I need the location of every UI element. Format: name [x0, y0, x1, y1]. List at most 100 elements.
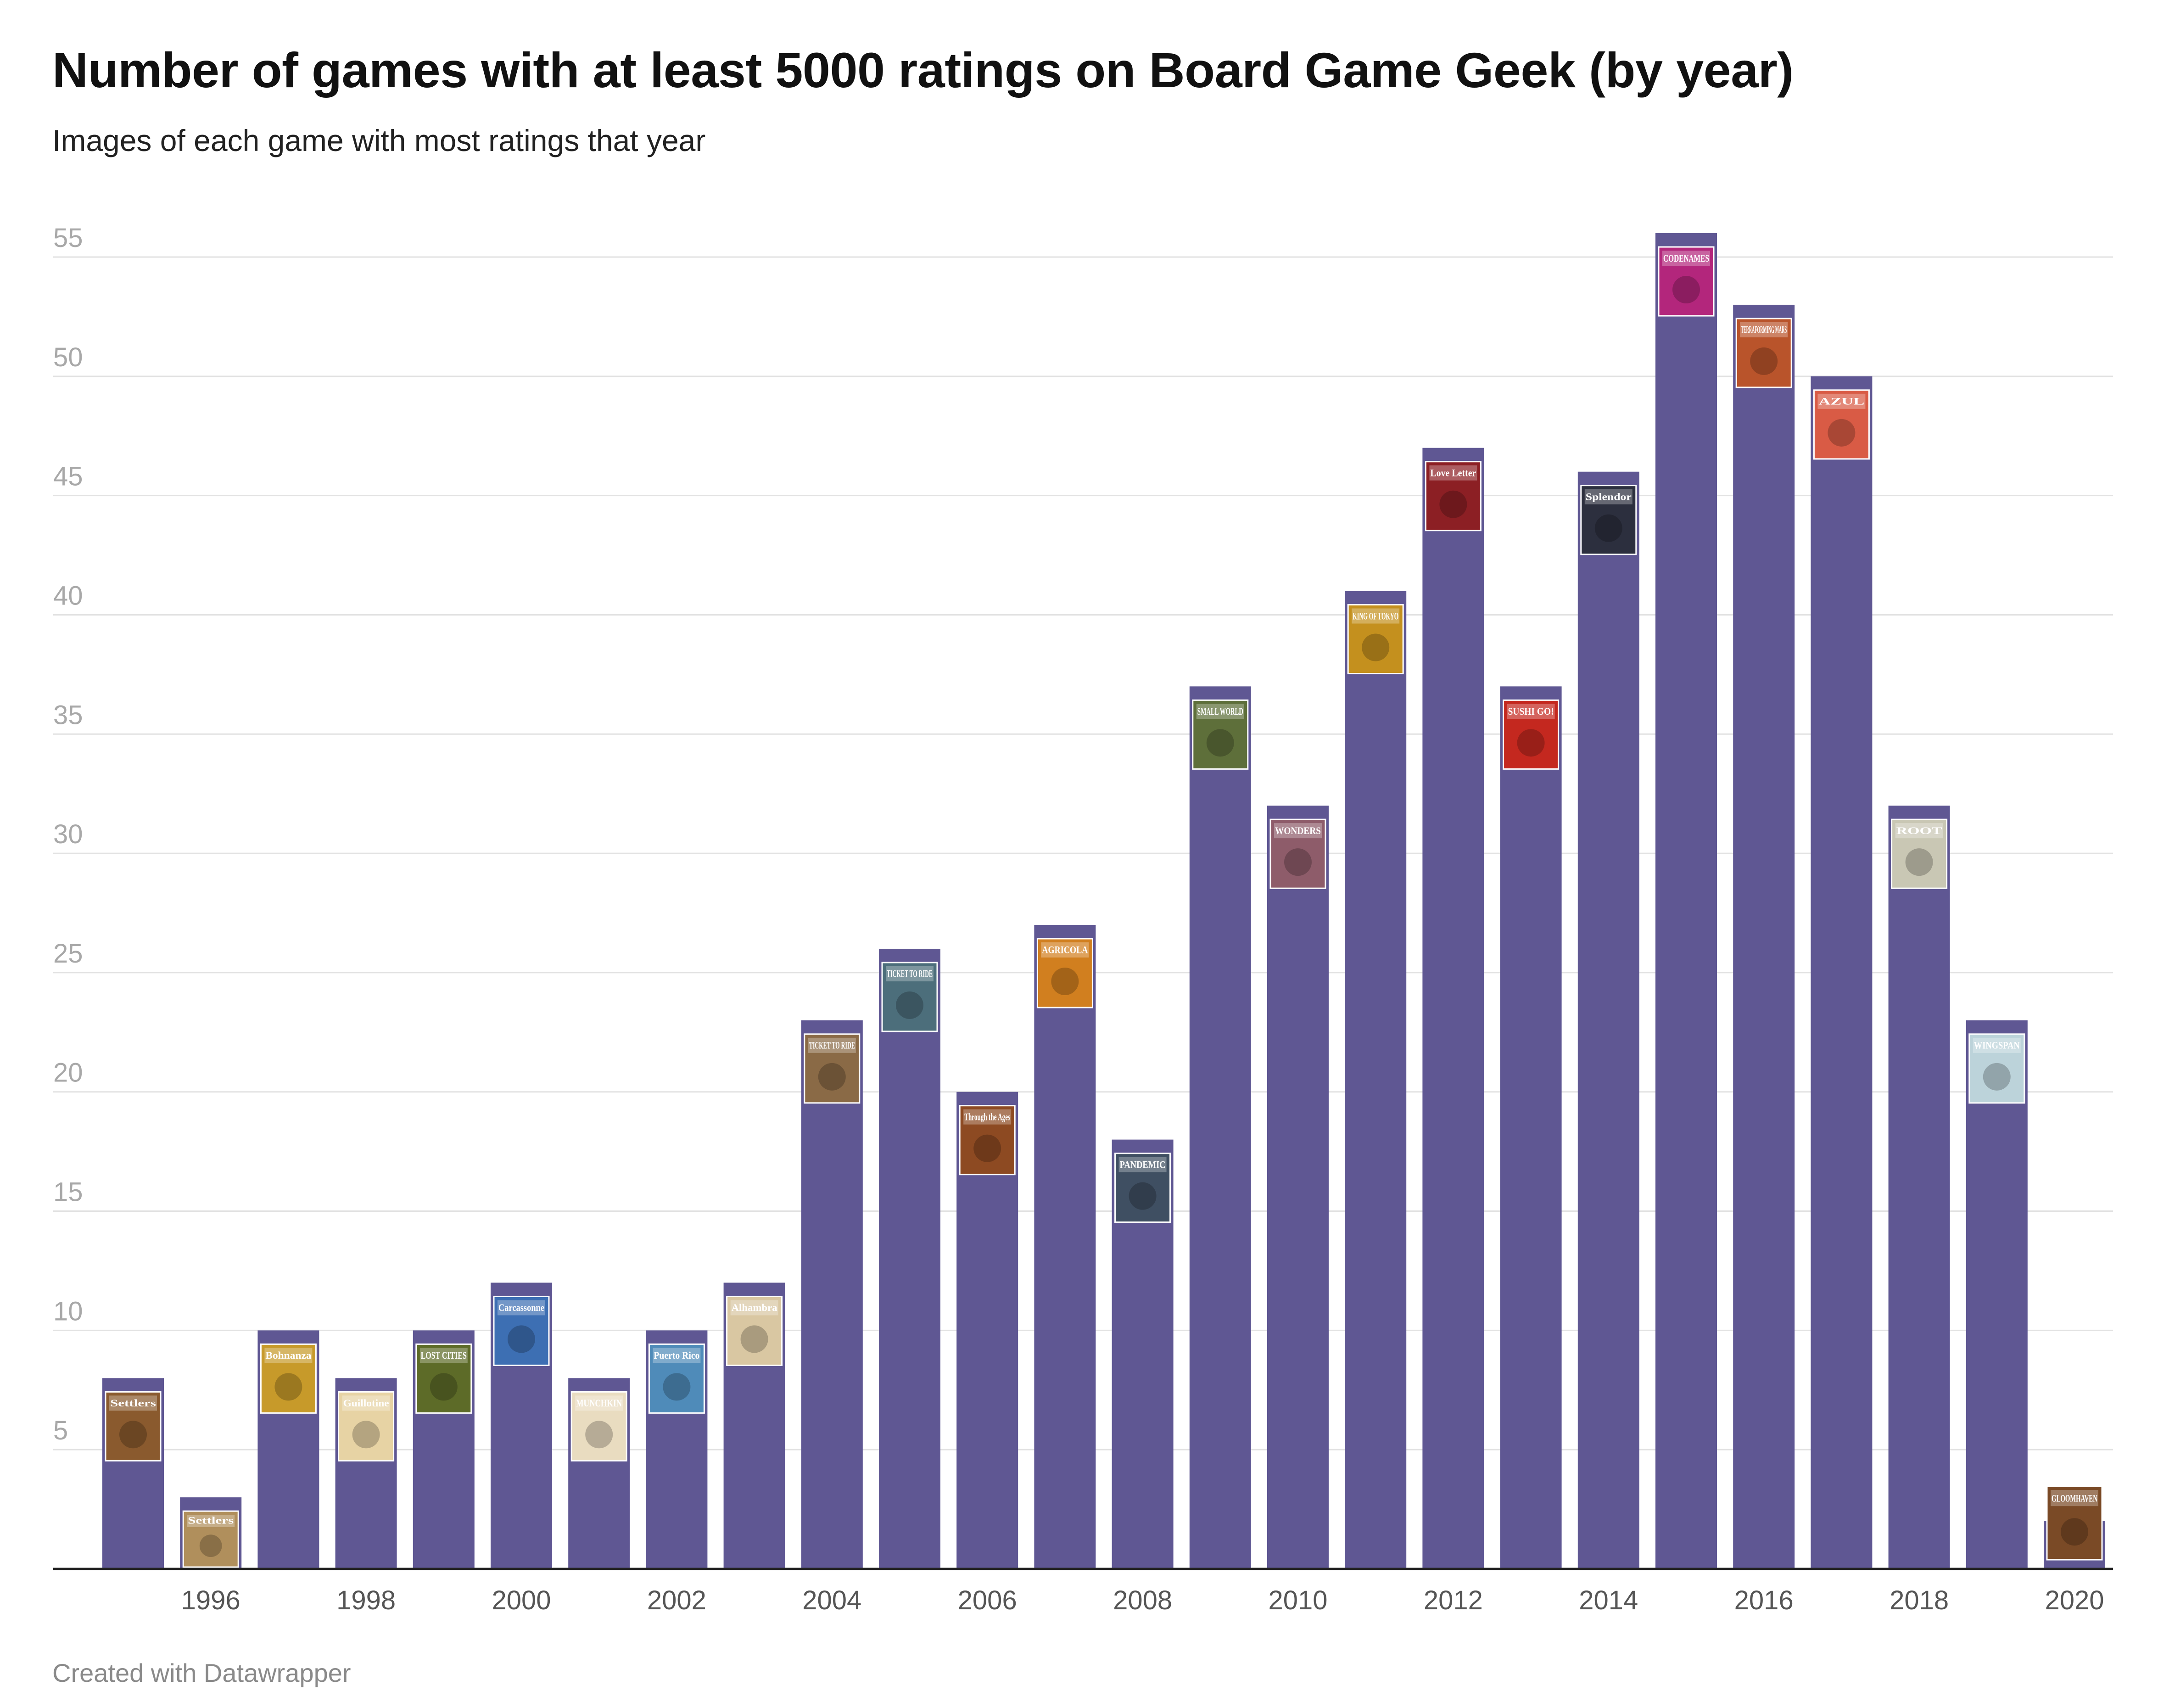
game-cover-banner	[1274, 823, 1322, 839]
game-cover-art	[896, 991, 923, 1019]
chart-title: Number of games with at least 5000 ratin…	[52, 42, 1794, 98]
game-cover-title: Bohnanza	[265, 1350, 311, 1361]
game-cover-banner	[1041, 942, 1089, 958]
game-cover-box	[1891, 818, 1948, 889]
game-cover-art	[2061, 1518, 2088, 1546]
y-tick-label: 35	[53, 700, 83, 730]
game-cover-art	[740, 1325, 768, 1353]
game-cover-box	[1347, 604, 1404, 674]
bar	[1966, 1020, 2028, 1569]
game-cover-box	[493, 1295, 550, 1366]
bar	[1345, 591, 1407, 1569]
game-cover-title: Love Letter	[1430, 467, 1476, 478]
game-cover-art	[1051, 967, 1079, 995]
game-cover-banner	[264, 1348, 313, 1363]
game-cover-art	[274, 1373, 302, 1401]
game-cover-title: Carcassonne	[498, 1302, 544, 1313]
game-cover-banner	[109, 1395, 157, 1411]
game-cover: ROOT	[1891, 818, 1948, 889]
game-cover-box	[1968, 1033, 2025, 1104]
game-cover: MUNCHKIN	[570, 1391, 627, 1462]
game-cover-banner	[2051, 1490, 2098, 1506]
y-tick-label: 25	[53, 939, 83, 969]
y-tick-label: 5	[53, 1416, 68, 1445]
game-cover-title: GLOOMHAVEN	[2052, 1492, 2097, 1504]
game-cover-banner	[1352, 608, 1400, 624]
game-cover-title: KING OF TOKYO	[1353, 610, 1398, 622]
game-cover-art	[1828, 419, 1856, 447]
game-cover-title: Settlers	[110, 1397, 157, 1409]
game-cover-banner	[886, 966, 934, 981]
bar	[1811, 376, 1873, 1569]
game-cover-art	[585, 1421, 613, 1449]
x-tick-label: 2014	[1579, 1585, 1638, 1615]
game-cover: SUSHI GO!	[1503, 699, 1560, 770]
game-cover-banner	[808, 1037, 856, 1053]
bar	[1888, 806, 1950, 1569]
game-cover: Alhambra	[726, 1295, 783, 1366]
game-cover-banner	[1895, 823, 1943, 839]
bar	[1267, 806, 1329, 1569]
game-cover-box	[1036, 938, 1093, 1008]
x-tick-label: 2016	[1734, 1585, 1794, 1615]
y-tick-label: 20	[53, 1058, 83, 1088]
x-tick-label: 2008	[1113, 1585, 1172, 1615]
game-cover-title: Settlers	[188, 1514, 234, 1526]
game-cover-box	[1192, 699, 1249, 770]
game-cover-box	[182, 1510, 239, 1568]
x-tick-label: 2012	[1424, 1585, 1483, 1615]
game-cover: SMALL WORLD	[1192, 699, 1249, 770]
game-cover: PANDEMIC	[1114, 1153, 1171, 1223]
game-cover: LOST CITIES	[415, 1343, 472, 1414]
bar	[1655, 233, 1717, 1569]
game-cover-banner	[498, 1300, 545, 1316]
game-cover: TICKET TO RIDE	[881, 962, 938, 1032]
game-cover-title: PANDEMIC	[1120, 1159, 1166, 1170]
game-cover: Through the Ages	[959, 1105, 1016, 1176]
y-tick-label: 40	[53, 581, 83, 610]
game-cover-box	[881, 962, 938, 1032]
game-cover: CODENAMES	[1658, 246, 1715, 317]
game-cover-art	[1672, 276, 1700, 304]
game-cover-art	[352, 1421, 380, 1449]
game-cover-banner	[1973, 1037, 2021, 1053]
game-cover-art	[1206, 729, 1234, 757]
game-cover-title: Through the Ages	[964, 1111, 1010, 1122]
game-cover: TICKET TO RIDE	[804, 1033, 861, 1104]
game-cover-title: CODENAMES	[1663, 252, 1709, 264]
game-cover-banner	[1118, 1157, 1167, 1172]
game-cover: AGRICOLA	[1036, 938, 1093, 1008]
game-cover-art	[119, 1421, 147, 1449]
game-cover: Carcassonne	[493, 1295, 550, 1366]
game-cover-title: SUSHI GO!	[1508, 706, 1554, 717]
y-axis-ticks: 5 10 15 20 25 30 35 40 45 50 55	[53, 223, 83, 1445]
x-axis-ticks: 1996 1998 2000 2002 2004 2006 2008 2010 2012 2014…	[181, 1585, 2104, 1615]
game-cover-banner	[187, 1515, 235, 1527]
x-tick-label: 1996	[181, 1585, 240, 1615]
y-tick-label: 30	[53, 819, 83, 849]
game-cover-box	[1269, 818, 1326, 889]
game-cover-box	[2046, 1485, 2103, 1561]
game-cover: Splendor	[1580, 485, 1637, 555]
game-cover-title: ROOT	[1896, 825, 1942, 836]
game-cover-art	[1517, 729, 1545, 757]
bar	[1500, 686, 1562, 1569]
bar	[1422, 448, 1484, 1569]
game-cover-banner	[963, 1109, 1012, 1125]
game-cover: WONDERS	[1269, 818, 1326, 889]
bar	[1034, 924, 1096, 1569]
bar	[1577, 471, 1639, 1569]
game-cover-title: AGRICOLA	[1042, 944, 1088, 956]
game-cover-art	[1362, 633, 1390, 661]
game-cover-box	[570, 1391, 627, 1462]
game-cover: AZUL	[1813, 389, 1870, 460]
x-tick-label: 1998	[336, 1585, 396, 1615]
game-cover-title: TICKET TO RIDE	[809, 1040, 855, 1051]
bar	[801, 1020, 863, 1569]
x-tick-label: 2020	[2045, 1585, 2104, 1615]
game-cover-title: Splendor	[1586, 491, 1632, 502]
game-cover-title: WINGSPAN	[1974, 1040, 2020, 1051]
game-cover-box	[338, 1391, 395, 1462]
x-tick-label: 2010	[1268, 1585, 1327, 1615]
game-cover-art	[973, 1134, 1001, 1162]
